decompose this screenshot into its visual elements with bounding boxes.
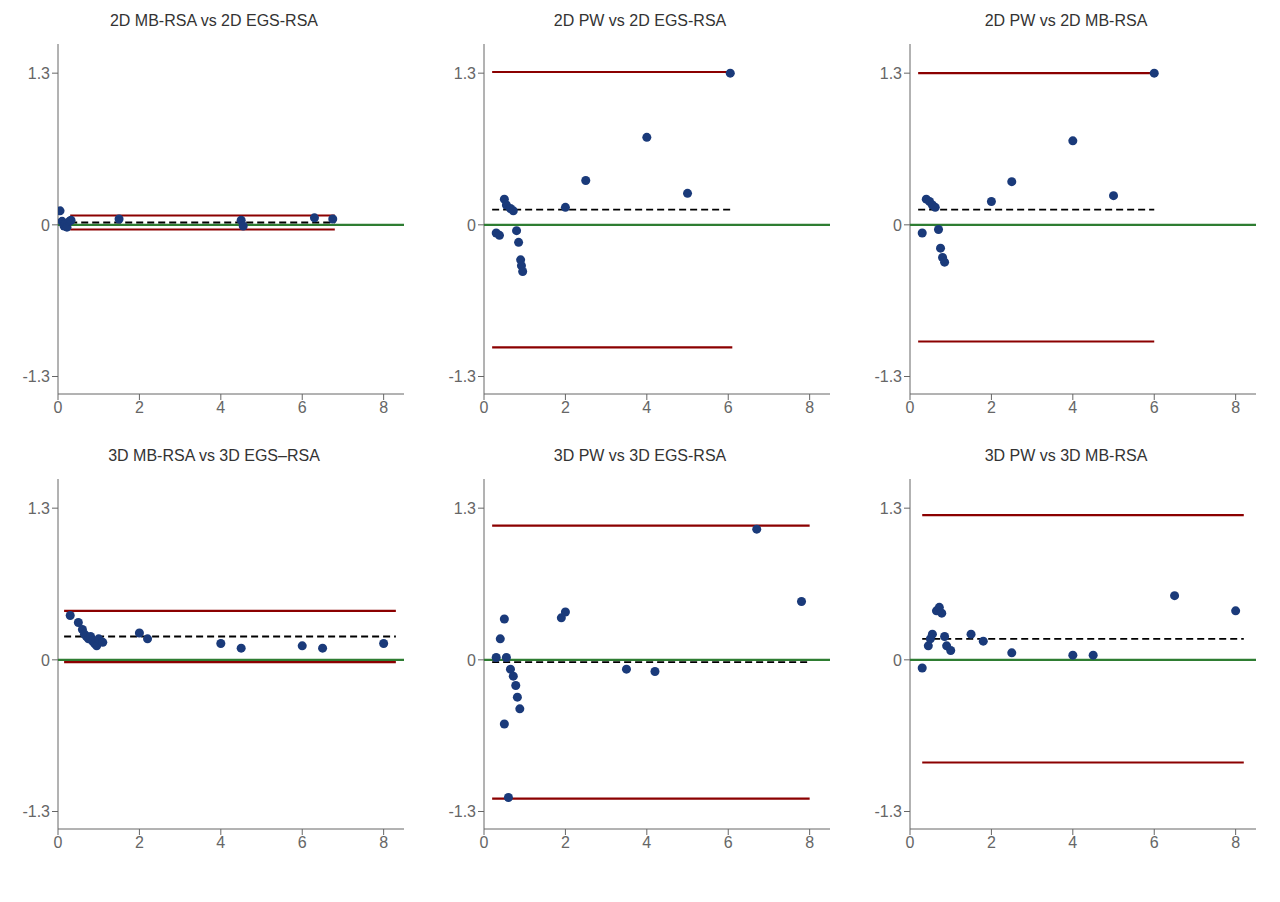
html-text:2D PW vs 2D MB-RSA: 2D PW vs 2D MB-RSA [984,12,1148,29]
svg-text:6: 6 [298,399,307,416]
svg-text:4: 4 [216,399,225,416]
svg-text:6: 6 [298,834,307,851]
svg-text:-1.3: -1.3 [22,368,50,385]
svg-text:6: 6 [1150,834,1159,851]
svg-text:4: 4 [642,399,651,416]
svg-text:0: 0 [54,834,63,851]
svg-text:0: 0 [906,834,915,851]
svg-text:0: 0 [480,834,489,851]
html-text:2D MB-RSA vs 2D EGS-RSA: 2D MB-RSA vs 2D EGS-RSA [110,12,318,29]
svg-text:-1.3: -1.3 [874,368,902,385]
svg-text:2: 2 [135,399,144,416]
svg-text:4: 4 [642,834,651,851]
svg-text:0: 0 [906,399,915,416]
svg-text:2: 2 [561,834,570,851]
svg-text:6: 6 [724,399,733,416]
svg-text:0: 0 [467,652,476,669]
svg-text:8: 8 [379,834,388,851]
svg-text:2: 2 [987,834,996,851]
svg-text:0: 0 [54,399,63,416]
html-text:3D PW vs 3D MB-RSA: 3D PW vs 3D MB-RSA [984,447,1148,464]
svg-text:-1.3: -1.3 [448,368,476,385]
svg-text:1.3: 1.3 [28,65,50,82]
html-text:2D PW vs 2D EGS-RSA: 2D PW vs 2D EGS-RSA [553,12,727,29]
svg-text:1.3: 1.3 [454,500,476,517]
svg-text:1.3: 1.3 [880,500,902,517]
svg-text:8: 8 [379,399,388,416]
svg-text:8: 8 [805,834,814,851]
svg-text:8: 8 [1231,399,1240,416]
svg-text:2: 2 [135,834,144,851]
svg-text:0: 0 [467,217,476,234]
svg-text:1.3: 1.3 [454,65,476,82]
svg-text:6: 6 [1150,399,1159,416]
svg-text:1.3: 1.3 [880,65,902,82]
svg-text:0: 0 [480,399,489,416]
svg-text:1.3: 1.3 [28,500,50,517]
svg-text:2: 2 [561,399,570,416]
html-text:3D MB-RSA vs 3D EGS–RSA: 3D MB-RSA vs 3D EGS–RSA [108,447,320,464]
svg-text:-1.3: -1.3 [22,803,50,820]
svg-text:4: 4 [1068,834,1077,851]
html-text:3D PW vs 3D EGS-RSA: 3D PW vs 3D EGS-RSA [553,447,727,464]
svg-text:-1.3: -1.3 [448,803,476,820]
svg-text:0: 0 [893,217,902,234]
svg-text:4: 4 [216,834,225,851]
svg-text:2: 2 [987,399,996,416]
svg-text:4: 4 [1068,399,1077,416]
svg-text:0: 0 [893,652,902,669]
svg-text:0: 0 [41,217,50,234]
svg-text:-1.3: -1.3 [874,803,902,820]
svg-text:8: 8 [805,399,814,416]
svg-text:8: 8 [1231,834,1240,851]
svg-text:0: 0 [41,652,50,669]
svg-text:6: 6 [724,834,733,851]
